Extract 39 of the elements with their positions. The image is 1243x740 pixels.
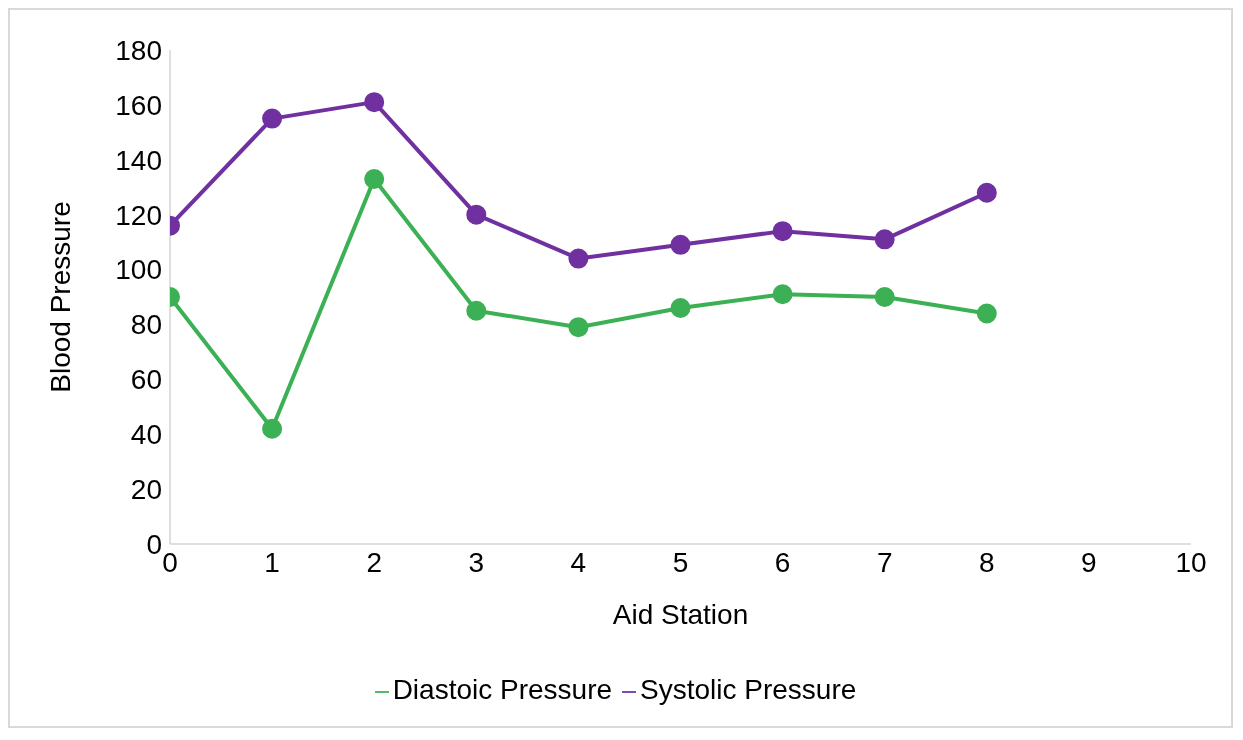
- point: [874, 229, 895, 250]
- point: [976, 303, 997, 324]
- x-tick-label: 5: [672, 546, 689, 578]
- point: [976, 182, 997, 203]
- x-tick-label: 4: [570, 546, 587, 578]
- x-tick-label: 3: [468, 546, 485, 578]
- point: [466, 204, 487, 225]
- point: [568, 317, 589, 338]
- y-tick-label: 120: [115, 199, 162, 231]
- x-tick-label: 6: [774, 546, 791, 578]
- x-tick-label: 8: [979, 546, 995, 578]
- point: [772, 221, 793, 242]
- point: [262, 418, 283, 439]
- point: [772, 284, 793, 305]
- x-axis-title: Aid Station: [612, 599, 749, 630]
- y-tick-label: 40: [130, 419, 162, 451]
- point: [568, 248, 589, 269]
- y-tick-label: 100: [115, 254, 162, 286]
- x-tick-label: 2: [366, 546, 382, 578]
- x-tick-label: 1: [264, 546, 280, 578]
- y-tick-label: 60: [130, 364, 162, 396]
- x-tick-label: 10: [1175, 546, 1207, 578]
- y-axis-title: Blood Pressure: [44, 201, 76, 393]
- point: [364, 168, 385, 189]
- point: [364, 92, 385, 113]
- legend-label: Diastoic Pressure: [392, 674, 613, 705]
- legend-label: Systolic Pressure: [640, 674, 857, 705]
- point: [466, 300, 487, 321]
- x-tick-label: 9: [1081, 546, 1097, 578]
- y-tick-label: 160: [115, 89, 162, 121]
- y-tick-label: 180: [115, 34, 162, 66]
- y-tick-label: 140: [115, 144, 162, 176]
- point: [262, 108, 283, 129]
- point: [670, 297, 691, 318]
- y-tick-label: 20: [130, 474, 162, 506]
- y-tick-label: 80: [130, 309, 162, 341]
- point: [874, 287, 895, 307]
- point: [670, 234, 691, 255]
- x-tick-label: 7: [876, 546, 893, 578]
